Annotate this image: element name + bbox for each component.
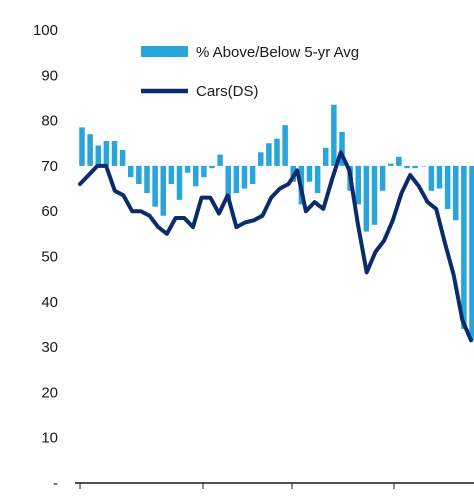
bar (452, 165, 459, 221)
y-axis: 100 90 80 70 60 50 40 30 20 10 - (33, 22, 58, 492)
y-tick-label: 70 (41, 158, 58, 175)
bar (217, 154, 223, 166)
bar (192, 165, 199, 187)
legend-bar-swatch (141, 46, 188, 57)
bar (160, 165, 167, 216)
bar (428, 165, 435, 191)
bar (436, 165, 443, 189)
y-tick-label: 90 (41, 67, 58, 84)
bar (420, 165, 427, 167)
bar (127, 165, 134, 178)
bar-series (79, 104, 474, 341)
y-tick-label: 30 (41, 339, 58, 356)
y-tick-label: 60 (41, 203, 58, 220)
bar (176, 165, 183, 200)
bar (266, 143, 272, 166)
bar (412, 165, 418, 169)
legend: % Above/Below 5-yr Avg Cars(DS) (141, 44, 359, 100)
legend-line-label: Cars(DS) (196, 83, 259, 100)
bar (355, 165, 362, 205)
bar (257, 152, 264, 166)
bar (379, 165, 386, 191)
bar (233, 165, 240, 194)
y-tick-label: 50 (41, 249, 58, 266)
bar (322, 147, 329, 166)
bar (314, 165, 321, 194)
bar (103, 140, 110, 166)
bar (168, 165, 175, 185)
bar (469, 165, 474, 341)
bar (274, 138, 280, 166)
y-tick-label: - (53, 475, 58, 492)
y-tick-label: 100 (33, 22, 58, 39)
bar (387, 163, 394, 166)
bar (444, 165, 451, 209)
bar (339, 131, 345, 166)
y-tick-label: 10 (41, 430, 58, 447)
bar (371, 165, 378, 225)
y-tick-label: 80 (41, 113, 58, 130)
y-tick-label: 20 (41, 384, 58, 401)
bar (363, 165, 370, 232)
bar (461, 165, 467, 329)
bar (79, 127, 85, 166)
bar (404, 165, 410, 169)
bar (306, 165, 313, 182)
bar (152, 165, 158, 207)
bar (249, 165, 256, 185)
y-tick-label: 40 (41, 294, 58, 311)
bar (184, 165, 191, 173)
line-series (78, 150, 473, 343)
cars-line (78, 150, 473, 343)
legend-bar-label: % Above/Below 5-yr Avg (196, 44, 359, 61)
bar (201, 165, 207, 178)
bar (119, 150, 126, 166)
bar (136, 165, 142, 185)
x-axis (75, 482, 474, 489)
bar (282, 125, 288, 166)
bar (225, 165, 232, 200)
bar (396, 156, 402, 166)
bar (111, 140, 118, 166)
bar (95, 145, 102, 166)
bar (331, 104, 337, 166)
bar (209, 165, 215, 169)
bar (87, 134, 93, 166)
bar (241, 165, 248, 189)
bar (144, 165, 150, 194)
